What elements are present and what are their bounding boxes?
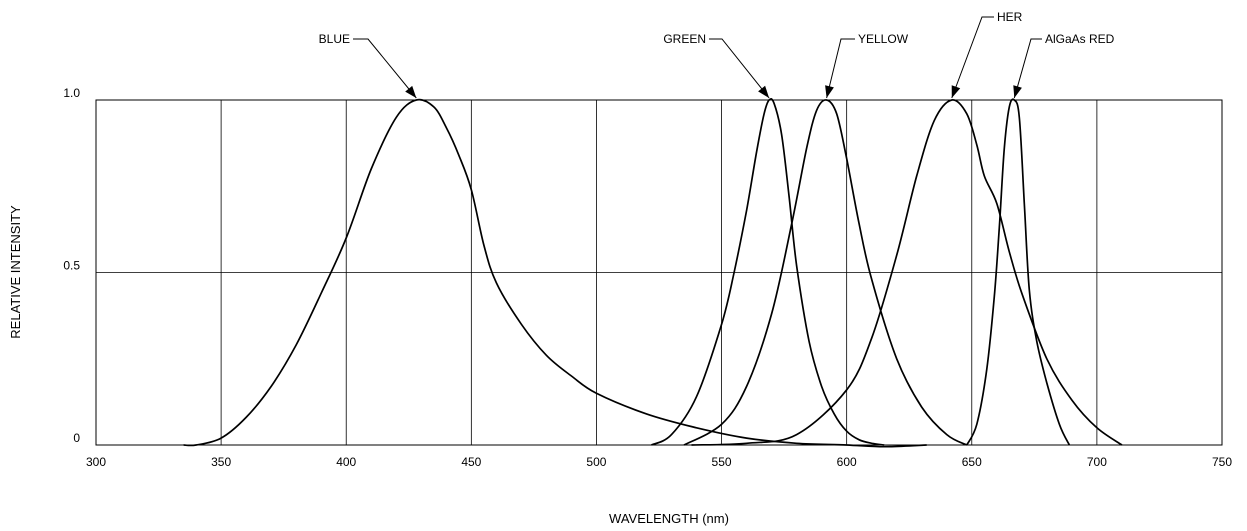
x-tick-label: 550 [712, 455, 732, 469]
series-line-algaas-red [966, 98, 1071, 446]
x-tick-label: 750 [1212, 455, 1232, 469]
x-axis-label: WAVELENGTH (nm) [609, 511, 729, 526]
x-tick-label: 450 [461, 455, 481, 469]
x-tick-label: 350 [211, 455, 231, 469]
x-tick-label: 400 [336, 455, 356, 469]
y-tick-labels: 0 0.5 1.0 [63, 86, 80, 445]
x-tick-label: 600 [837, 455, 857, 469]
callout-leader-algaas-red [1013, 38, 1042, 99]
x-tick-label: 650 [962, 455, 982, 469]
x-tick-label: 500 [586, 455, 606, 469]
y-tick-label: 0.5 [63, 259, 80, 273]
plot-frame [95, 99, 1223, 446]
y-axis-label: RELATIVE INTENSITY [8, 205, 23, 339]
callout-arrowhead [405, 85, 417, 98]
callout-leader-yellow [826, 38, 855, 99]
series-labels: BLUE GREEN YELLOW HER AlGaAs RED [319, 10, 1115, 99]
series-label-green: GREEN [663, 32, 706, 46]
series-line-blue [183, 98, 927, 448]
callout-arrowhead [758, 85, 770, 98]
callout-leader-her [951, 16, 994, 99]
series-label-yellow: YELLOW [858, 32, 909, 46]
y-tick-label: 0 [73, 431, 80, 445]
series-curves [183, 97, 1123, 448]
series-line-green [651, 97, 885, 446]
callout-arrowhead [825, 85, 834, 98]
x-tick-label: 300 [86, 455, 106, 469]
y-tick-label: 1.0 [63, 86, 80, 100]
callout-arrowhead [1013, 85, 1022, 98]
series-label-blue: BLUE [319, 32, 350, 46]
series-label-her: HER [997, 10, 1023, 24]
series-label-algaas-red: AlGaAs RED [1045, 32, 1115, 46]
x-tick-labels: 300 350 400 450 500 550 600 650 700 750 [86, 455, 1232, 469]
callout-leader-green [709, 38, 770, 99]
grid [96, 100, 1222, 445]
callout-arrowhead [951, 85, 961, 98]
series-line-her [691, 99, 1123, 446]
x-tick-label: 700 [1087, 455, 1107, 469]
series-line-yellow [683, 99, 968, 446]
callout-leader-blue [353, 38, 417, 99]
